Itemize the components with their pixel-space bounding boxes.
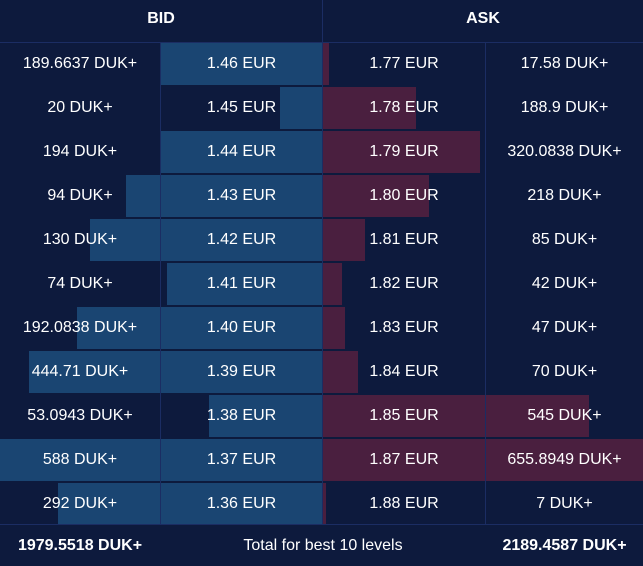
order-book-row[interactable]: 588 DUK+ 1.37 EUR 1.87 EUR 655.8949 DUK+ [0, 438, 643, 482]
ask-quantity: 320.0838 DUK+ [507, 143, 622, 160]
ask-quantity: 17.58 DUK+ [520, 55, 609, 72]
bid-quantity: 53.0943 DUK+ [27, 407, 133, 424]
bid-price: 1.42 EUR [206, 231, 277, 248]
total-label: Total for best 10 levels [243, 537, 403, 554]
bid-quantity: 189.6637 DUK+ [22, 55, 138, 72]
ask-depth-bar [323, 483, 326, 525]
ask-depth-bar [323, 43, 329, 85]
bid-price: 1.38 EUR [206, 407, 277, 424]
ask-quantity: 545 DUK+ [527, 407, 602, 424]
ask-quantity: 218 DUK+ [527, 187, 602, 204]
ask-depth-bar [323, 175, 429, 217]
ask-header: ASK [466, 10, 500, 27]
bid-depth-bar [0, 439, 322, 481]
ask-total: 2189.4587 DUK+ [502, 537, 627, 554]
column-divider [322, 42, 323, 524]
bid-depth-bar [167, 263, 322, 305]
ask-depth-bar [323, 263, 342, 305]
ask-quantity: 85 DUK+ [531, 231, 598, 248]
ask-quantity: 70 DUK+ [531, 363, 598, 380]
bid-depth-bar [77, 307, 322, 349]
bid-quantity: 444.71 DUK+ [31, 363, 129, 380]
order-book-row[interactable]: 94 DUK+ 1.43 EUR 1.80 EUR 218 DUK+ [0, 174, 643, 218]
ask-price: 1.85 EUR [369, 407, 439, 424]
ask-price: 1.77 EUR [369, 55, 439, 72]
ask-price: 1.81 EUR [369, 231, 439, 248]
bid-depth-bar [280, 87, 322, 129]
bid-total: 1979.5518 DUK+ [17, 537, 143, 554]
bid-price: 1.39 EUR [206, 363, 277, 380]
ask-depth-bar [323, 395, 589, 437]
bid-price: 1.40 EUR [206, 319, 277, 336]
order-book-row[interactable]: 74 DUK+ 1.41 EUR 1.82 EUR 42 DUK+ [0, 262, 643, 306]
ask-price: 1.83 EUR [369, 319, 439, 336]
ask-price: 1.78 EUR [369, 99, 439, 116]
bid-price: 1.44 EUR [206, 143, 277, 160]
order-book-row[interactable]: 189.6637 DUK+ 1.46 EUR 1.77 EUR 17.58 DUK+ [0, 42, 643, 86]
bid-depth-bar [90, 219, 322, 261]
order-book-rows: 189.6637 DUK+ 1.46 EUR 1.77 EUR 17.58 DUK+ 2… [0, 42, 643, 526]
order-book-row[interactable]: 444.71 DUK+ 1.39 EUR 1.84 EUR 70 DUK+ [0, 350, 643, 394]
bid-quantity: 130 DUK+ [42, 231, 118, 248]
bid-quantity: 94 DUK+ [47, 187, 113, 204]
bid-header: BID [147, 10, 175, 27]
bid-depth-bar [126, 175, 322, 217]
column-divider [160, 42, 161, 524]
column-divider [485, 42, 486, 524]
ask-price: 1.80 EUR [369, 187, 439, 204]
order-book-row[interactable]: 192.0838 DUK+ 1.40 EUR 1.83 EUR 47 DUK+ [0, 306, 643, 350]
ask-depth-bar [323, 439, 643, 481]
bid-quantity: 20 DUK+ [47, 99, 113, 116]
ask-price: 1.88 EUR [369, 495, 439, 512]
bid-depth-bar [209, 395, 322, 437]
order-book-row[interactable]: 20 DUK+ 1.45 EUR 1.78 EUR 188.9 DUK+ [0, 86, 643, 130]
ask-price: 1.82 EUR [369, 275, 439, 292]
order-book-footer: 1979.5518 DUK+ Total for best 10 levels … [0, 524, 643, 564]
order-book-row[interactable]: 130 DUK+ 1.42 EUR 1.81 EUR 85 DUK+ [0, 218, 643, 262]
bid-price: 1.43 EUR [206, 187, 277, 204]
ask-depth-bar [323, 219, 365, 261]
order-book-row[interactable]: 194 DUK+ 1.44 EUR 1.79 EUR 320.0838 DUK+ [0, 130, 643, 174]
ask-quantity: 42 DUK+ [531, 275, 598, 292]
header-divider [322, 0, 323, 42]
bid-price: 1.37 EUR [206, 451, 277, 468]
order-book-row[interactable]: 53.0943 DUK+ 1.38 EUR 1.85 EUR 545 DUK+ [0, 394, 643, 438]
bid-quantity: 292 DUK+ [42, 495, 118, 512]
bid-depth-bar [58, 483, 322, 525]
bid-quantity: 588 DUK+ [42, 451, 118, 468]
bid-quantity: 194 DUK+ [42, 143, 118, 160]
ask-price: 1.79 EUR [369, 143, 439, 160]
bid-price: 1.36 EUR [206, 495, 277, 512]
bid-quantity: 192.0838 DUK+ [22, 319, 138, 336]
ask-quantity: 7 DUK+ [536, 495, 593, 512]
ask-quantity: 47 DUK+ [531, 319, 598, 336]
ask-price: 1.84 EUR [369, 363, 439, 380]
ask-quantity: 655.8949 DUK+ [507, 451, 622, 468]
ask-quantity: 188.9 DUK+ [520, 99, 609, 116]
bid-depth-bar [29, 351, 322, 393]
ask-depth-bar [323, 307, 345, 349]
bid-depth-bar [161, 131, 322, 173]
bid-price: 1.41 EUR [206, 275, 277, 292]
order-book-header: BID ASK [0, 0, 643, 43]
bid-depth-bar [161, 43, 322, 85]
bid-price: 1.46 EUR [206, 55, 277, 72]
ask-price: 1.87 EUR [369, 451, 439, 468]
ask-depth-bar [323, 87, 416, 129]
ask-depth-bar [323, 351, 358, 393]
bid-price: 1.45 EUR [206, 99, 277, 116]
bid-quantity: 74 DUK+ [47, 275, 113, 292]
ask-depth-bar [323, 131, 480, 173]
order-book-row[interactable]: 292 DUK+ 1.36 EUR 1.88 EUR 7 DUK+ [0, 482, 643, 526]
